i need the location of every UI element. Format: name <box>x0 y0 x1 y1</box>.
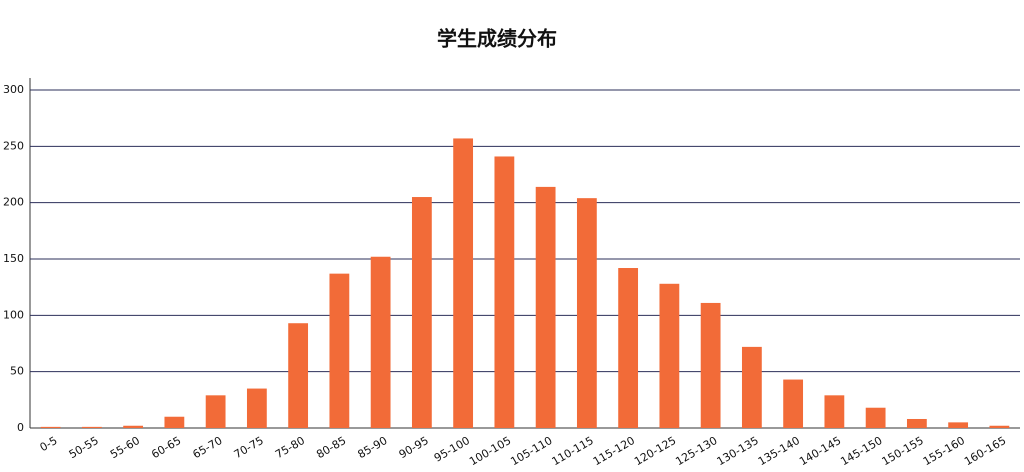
x-tick-label: 135-140 <box>756 434 802 468</box>
chart-title: 学生成绩分布 <box>437 27 557 51</box>
bar <box>370 256 391 428</box>
bar <box>288 323 309 428</box>
bar <box>123 425 144 428</box>
bar <box>81 426 102 428</box>
x-tick-label: 65-70 <box>190 434 224 461</box>
x-tick-label: 110-115 <box>550 434 596 468</box>
bar <box>824 395 845 428</box>
bar <box>329 273 350 428</box>
x-tick-label: 55-60 <box>108 434 142 461</box>
bar <box>576 198 597 428</box>
bar <box>906 418 927 428</box>
x-tick-label: 90-95 <box>397 434 431 461</box>
x-tick-label: 120-125 <box>632 434 678 468</box>
x-tick-label: 85-90 <box>355 434 389 461</box>
x-tick-label: 130-135 <box>715 434 761 468</box>
x-tick-label: 125-130 <box>673 434 719 468</box>
bar <box>659 283 680 428</box>
bar <box>989 425 1010 428</box>
bar <box>783 379 804 428</box>
y-tick-label: 200 <box>3 196 24 209</box>
y-tick-label: 100 <box>3 308 24 321</box>
x-tick-label: 100-105 <box>467 434 513 468</box>
x-tick-label: 75-80 <box>273 434 307 461</box>
x-tick-label: 150-155 <box>880 434 926 468</box>
x-tick-label: 80-85 <box>314 434 348 461</box>
bar <box>205 395 226 428</box>
x-tick-label: 50-55 <box>67 434 101 461</box>
x-tick-label: 60-65 <box>149 434 183 461</box>
x-tick-label: 140-145 <box>797 434 843 468</box>
bar <box>700 302 721 428</box>
x-tick-label: 115-120 <box>591 434 637 468</box>
y-tick-label: 50 <box>10 365 24 378</box>
bar <box>535 186 556 428</box>
bar <box>164 416 185 428</box>
y-tick-label: 0 <box>17 421 24 434</box>
bar <box>948 422 969 428</box>
bar <box>741 346 762 428</box>
x-tick-label: 160-165 <box>962 434 1008 468</box>
bar <box>246 388 267 428</box>
y-tick-label: 300 <box>3 83 24 96</box>
x-tick-label: 95-100 <box>432 434 472 465</box>
bar <box>453 138 474 429</box>
y-tick-label: 250 <box>3 139 24 152</box>
x-tick-label: 145-150 <box>838 434 884 468</box>
y-tick-label: 150 <box>3 252 24 265</box>
bar <box>865 407 886 428</box>
bar <box>618 268 639 428</box>
x-tick-label: 105-110 <box>508 434 554 468</box>
x-tick-label: 0-5 <box>38 434 60 454</box>
bar <box>40 426 61 428</box>
x-tick-label: 155-160 <box>921 434 967 468</box>
bar <box>494 156 515 428</box>
bar <box>411 197 432 428</box>
x-tick-label: 70-75 <box>232 434 266 461</box>
